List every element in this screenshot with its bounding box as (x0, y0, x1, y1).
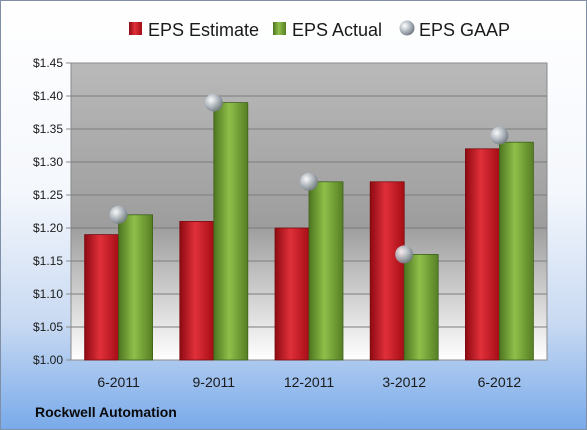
y-tick-label: $1.10 (33, 287, 63, 301)
legend: EPS Estimate EPS Actual EPS GAAP (129, 20, 510, 40)
company-name: Rockwell Automation (35, 404, 177, 420)
bar-eps-actual (498, 141, 534, 361)
marker-eps-gaap (109, 205, 128, 224)
y-tick-label: $1.40 (33, 89, 63, 103)
y-tick-label: $1.05 (33, 320, 63, 334)
x-tick-label: 3-2012 (382, 374, 426, 390)
bars (84, 102, 534, 361)
bar-eps-actual (403, 253, 439, 361)
bar-eps-actual (213, 102, 249, 361)
y-tick-label: $1.45 (33, 56, 63, 70)
y-tick-label: $1.00 (33, 353, 63, 367)
bar-eps-actual (308, 181, 344, 361)
legend-swatch-eps-actual (273, 22, 286, 35)
gaap-markers (109, 93, 509, 264)
x-tick-label: 6-2012 (478, 374, 522, 390)
bar-eps-estimate (179, 220, 215, 361)
bar-eps-estimate (369, 181, 405, 361)
marker-eps-gaap (204, 93, 223, 112)
bar-eps-estimate (464, 148, 500, 361)
x-tick-label: 12-2011 (284, 374, 335, 390)
y-tick-label: $1.30 (33, 155, 63, 169)
legend-label-eps-gaap: EPS GAAP (419, 20, 510, 40)
legend-marker-eps-gaap (399, 20, 415, 36)
y-axis: $1.00 $1.05 $1.10 $1.15 $1.20 $1.25 $1.30 $1.35… (33, 56, 71, 367)
y-tick-label: $1.35 (33, 122, 63, 136)
legend-label-eps-actual: EPS Actual (292, 20, 382, 40)
y-tick-label: $1.15 (33, 254, 63, 268)
legend-swatch-eps-estimate (129, 22, 142, 35)
x-axis: 6-2011 9-2011 12-2011 3-2012 6-2012 (97, 374, 521, 390)
y-tick-label: $1.25 (33, 188, 63, 202)
bar-eps-estimate (84, 234, 119, 361)
y-tick-label: $1.20 (33, 221, 63, 235)
x-tick-label: 6-2011 (97, 374, 140, 390)
marker-eps-gaap (300, 172, 318, 191)
bar-eps-actual (118, 214, 153, 361)
marker-eps-gaap (395, 245, 414, 264)
bar-eps-estimate (274, 227, 310, 361)
legend-label-eps-estimate: EPS Estimate (148, 20, 259, 40)
x-tick-label: 9-2011 (193, 374, 236, 390)
marker-eps-gaap (490, 126, 509, 145)
